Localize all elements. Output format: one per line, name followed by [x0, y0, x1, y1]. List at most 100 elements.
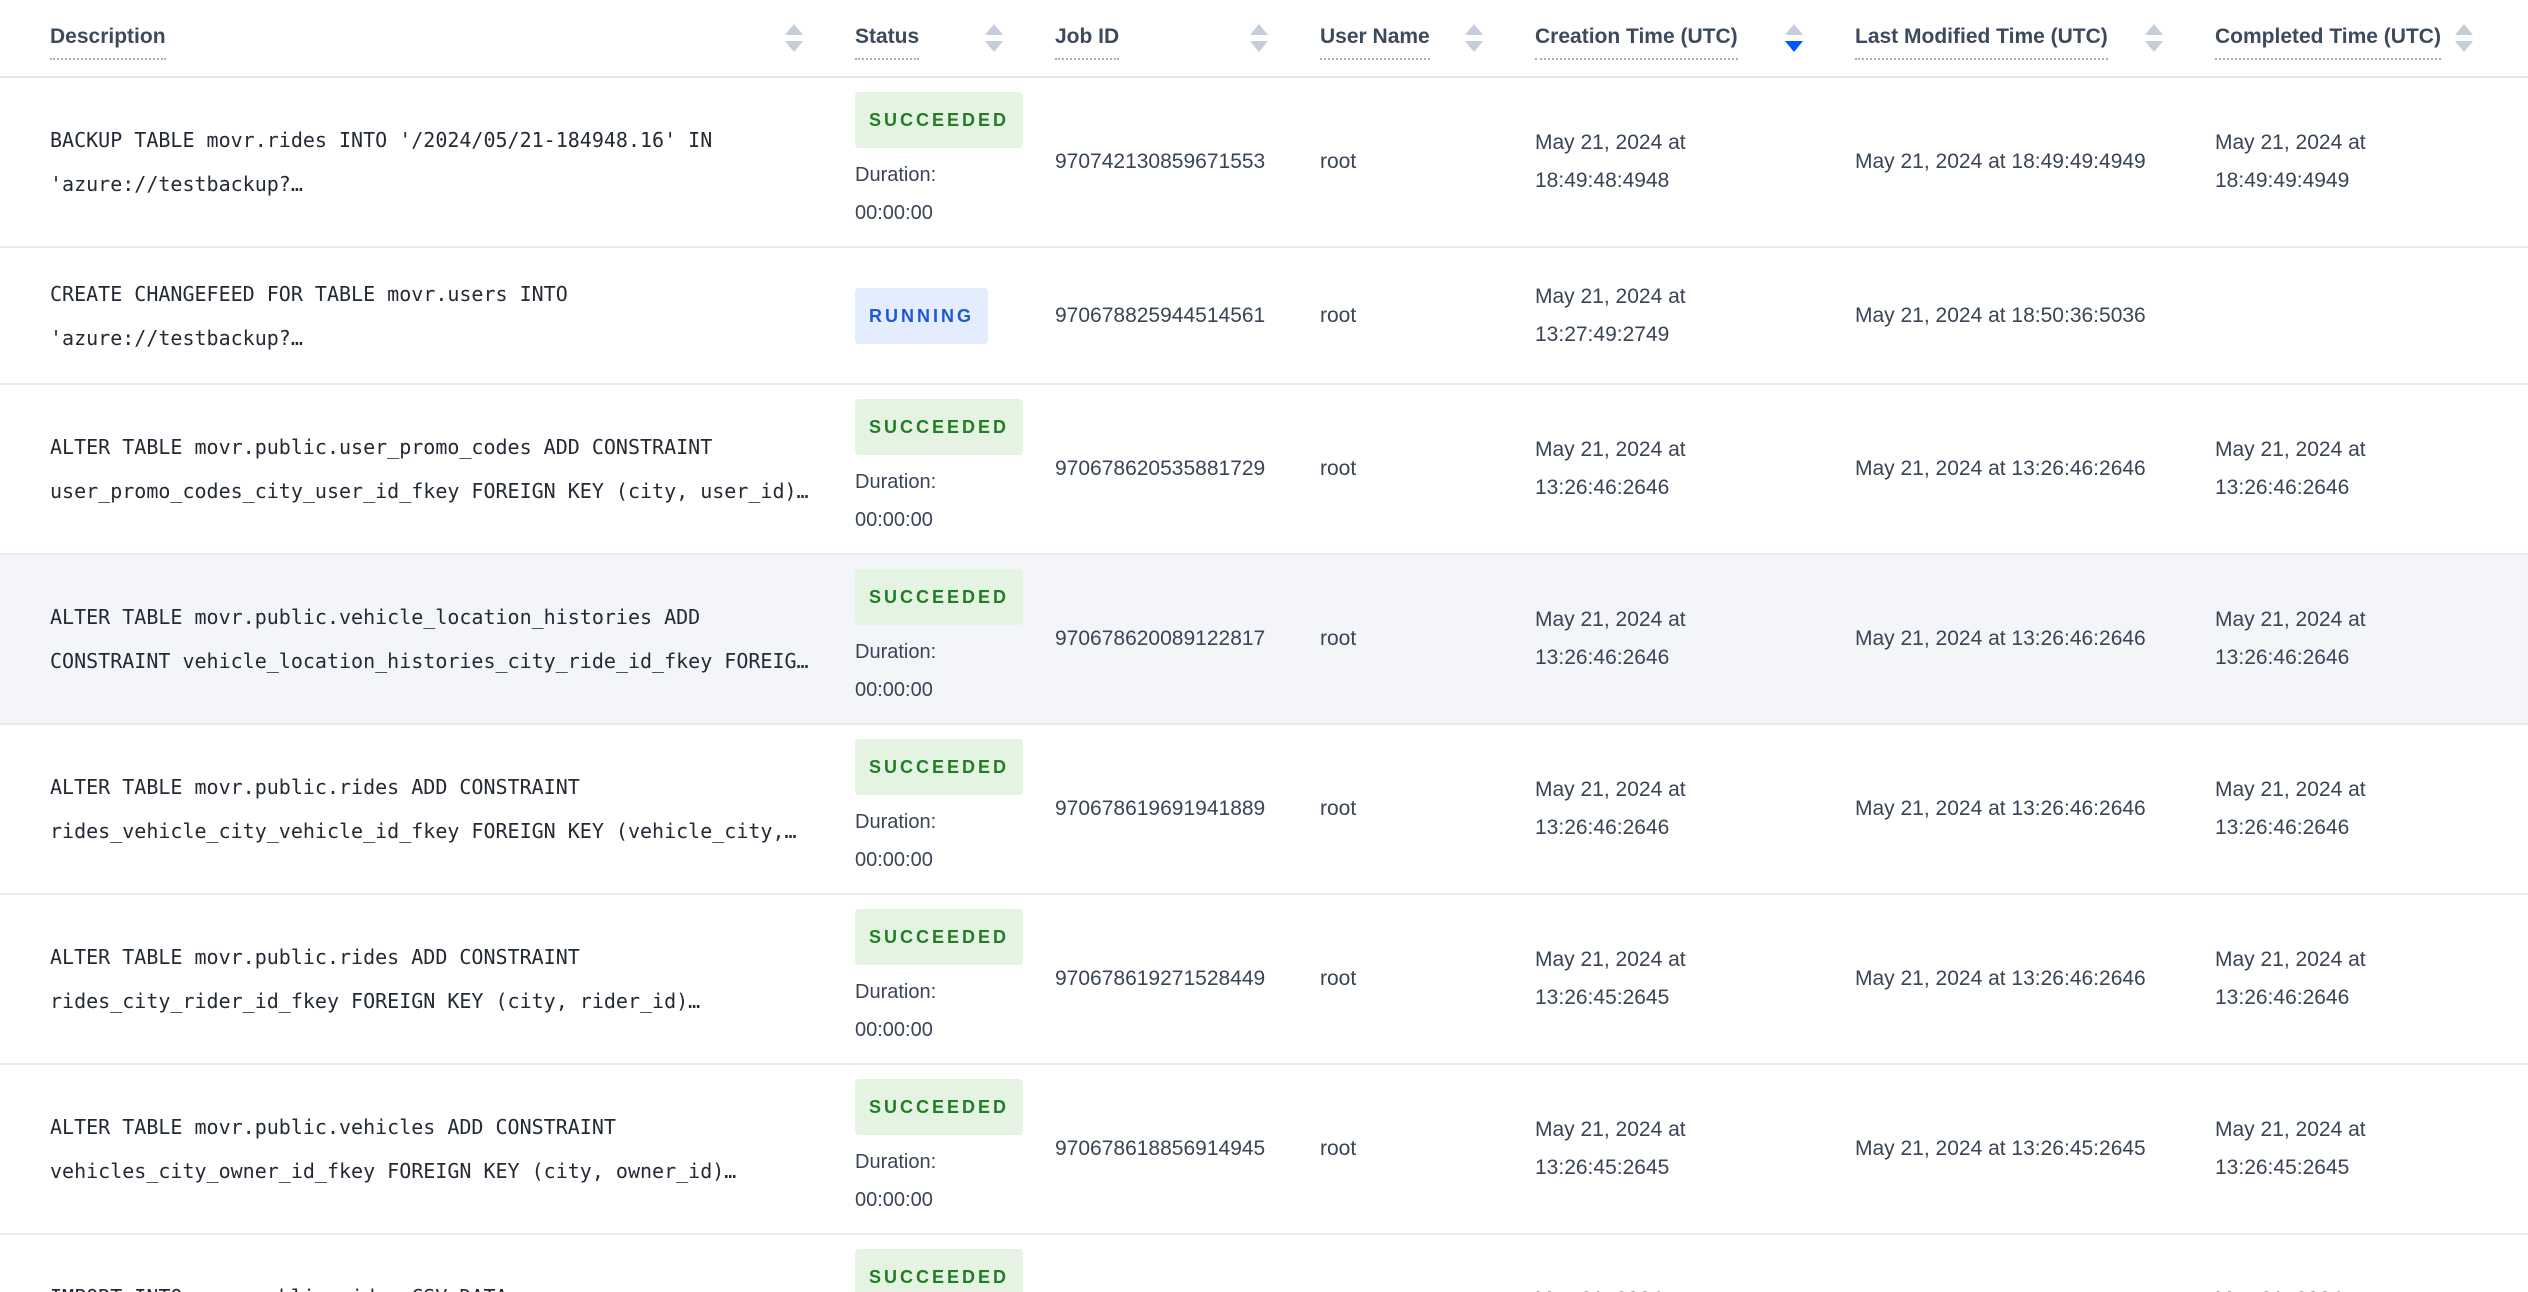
- last-modified-time: May 21, 2024 at 18:49:49:4949: [1855, 150, 2146, 173]
- job-id: 970678620089122817: [1055, 627, 1266, 650]
- duration: Duration: 00:00:00: [855, 633, 936, 709]
- job-description-line: ALTER TABLE movr.public.rides ADD CONSTR…: [50, 945, 580, 969]
- job-id: 970678619271528449: [1055, 967, 1266, 990]
- last-modified-time: May 21, 2024 at 13:26:46:2646: [1855, 627, 2146, 650]
- table-row[interactable]: CREATE CHANGEFEED FOR TABLE movr.users I…: [0, 246, 2528, 383]
- job-description-line: 'azure://testbackup?…: [50, 325, 303, 350]
- completed-time: May 21, 2024 at 13:26:46:2646: [2215, 438, 2366, 499]
- status-badge: RUNNING: [855, 287, 988, 344]
- table-row[interactable]: ALTER TABLE movr.public.rides ADD CONSTR…: [0, 893, 2528, 1063]
- last-modified-time: May 21, 2024 at 13:26:46:2646: [1855, 457, 2146, 480]
- creation-time: May 21, 2024 at 13:26:45:2645: [1535, 948, 1686, 1009]
- duration-value: 00:00:00: [855, 679, 933, 701]
- job-status-cell: SUCCEEDED Duration: 00:00:00: [855, 909, 1055, 1049]
- duration-value: 00:00:00: [855, 849, 933, 871]
- status-badge: SUCCEEDED: [855, 1079, 1024, 1135]
- user-name: root: [1320, 150, 1357, 173]
- table-row[interactable]: ALTER TABLE movr.public.user_promo_codes…: [0, 383, 2528, 553]
- duration: Duration: 00:00:00: [855, 1143, 936, 1219]
- job-id: 970678825944514561: [1055, 303, 1266, 327]
- table-row[interactable]: IMPORT INTO movr.public.rides CSV DATA('…: [0, 1233, 2528, 1292]
- column-header-label: Creation Time (UTC): [1535, 25, 1738, 60]
- status-badge: SUCCEEDED: [855, 1249, 1024, 1292]
- sort-icon[interactable]: [983, 22, 1005, 54]
- last-modified-time: May 21, 2024 at 13:26:46:2646: [1855, 797, 2146, 820]
- user-name: root: [1320, 797, 1357, 820]
- job-description-line: rides_city_rider_id_fkey FOREIGN KEY (ci…: [50, 989, 701, 1013]
- job-description[interactable]: CREATE CHANGEFEED FOR TABLE movr.users I…: [50, 272, 855, 360]
- duration-label: Duration:: [855, 1151, 937, 1173]
- column-header-last-modified-time[interactable]: Last Modified Time (UTC): [1855, 16, 2215, 60]
- job-description[interactable]: IMPORT INTO movr.public.rides CSV DATA('…: [50, 1275, 855, 1292]
- column-header-status[interactable]: Status: [855, 16, 1055, 60]
- duration-value: 00:00:00: [855, 1189, 933, 1211]
- duration: Duration: 00:00:00: [855, 973, 936, 1049]
- status-badge: SUCCEEDED: [855, 399, 1024, 455]
- job-description-line: CREATE CHANGEFEED FOR TABLE movr.users I…: [50, 281, 568, 306]
- job-description-line: CONSTRAINT vehicle_location_histories_ci…: [50, 649, 809, 673]
- job-description-line: ALTER TABLE movr.public.vehicle_location…: [50, 605, 701, 629]
- creation-time: May 21, 2024 at 18:49:48:4948: [1535, 131, 1686, 192]
- status-badge: SUCCEEDED: [855, 569, 1024, 625]
- column-header-completed-time[interactable]: Completed Time (UTC): [2215, 16, 2525, 60]
- job-description[interactable]: ALTER TABLE movr.public.user_promo_codes…: [50, 425, 855, 513]
- duration-label: Duration:: [855, 641, 937, 663]
- table-row[interactable]: BACKUP TABLE movr.rides INTO '/2024/05/2…: [0, 78, 2528, 246]
- last-modified-time: May 21, 2024 at 18:50:36:5036: [1855, 303, 2146, 327]
- column-header-user-name[interactable]: User Name: [1320, 16, 1535, 60]
- duration-label: Duration:: [855, 981, 937, 1003]
- job-description[interactable]: BACKUP TABLE movr.rides INTO '/2024/05/2…: [50, 118, 855, 206]
- user-name: root: [1320, 303, 1357, 327]
- job-description[interactable]: ALTER TABLE movr.public.vehicles ADD CON…: [50, 1105, 855, 1193]
- column-header-label: Job ID: [1055, 25, 1120, 60]
- status-badge: SUCCEEDED: [855, 92, 1024, 148]
- column-header-job-id[interactable]: Job ID: [1055, 16, 1320, 60]
- user-name: root: [1320, 967, 1357, 990]
- job-status-cell: SUCCEEDED Duration: 00:00:00: [855, 399, 1055, 539]
- job-description-line: ALTER TABLE movr.public.user_promo_codes…: [50, 435, 713, 459]
- job-id: 970678620535881729: [1055, 457, 1266, 480]
- table-row[interactable]: ALTER TABLE movr.public.vehicles ADD CON…: [0, 1063, 2528, 1233]
- duration-value: 00:00:00: [855, 1019, 933, 1041]
- sort-icon[interactable]: [1248, 22, 1270, 54]
- job-description-line: IMPORT INTO movr.public.rides CSV DATA: [50, 1275, 835, 1292]
- column-header-label: Completed Time (UTC): [2215, 25, 2441, 60]
- sort-icon-active-desc[interactable]: [1783, 22, 1805, 54]
- creation-time: May 21, 2024 at 13:27:49:2749: [1535, 284, 1686, 346]
- column-header-description[interactable]: Description: [50, 16, 855, 60]
- job-description-line: vehicles_city_owner_id_fkey FOREIGN KEY …: [50, 1159, 737, 1183]
- table-row[interactable]: ALTER TABLE movr.public.rides ADD CONSTR…: [0, 723, 2528, 893]
- job-status-cell: SUCCEEDED Duration: 00:00:00: [855, 1079, 1055, 1219]
- sort-icon[interactable]: [2453, 22, 2475, 54]
- column-header-label: Last Modified Time (UTC): [1855, 25, 2108, 60]
- job-description-line: ALTER TABLE movr.public.rides ADD CONSTR…: [50, 775, 580, 799]
- completed-time: May 21, 2024 at 13:26:46:2646: [2215, 608, 2366, 669]
- creation-time: May 21, 2024 at 13:26:43:2643: [1535, 1281, 1855, 1292]
- job-status-cell: SUCCEEDED Duration: 00:00:00: [855, 569, 1055, 709]
- duration: Duration: 00:00:00: [855, 156, 936, 232]
- duration: Duration: 00:00:00: [855, 803, 936, 879]
- table-header-row: Description Status Job ID User Name: [0, 0, 2528, 78]
- job-description[interactable]: ALTER TABLE movr.public.rides ADD CONSTR…: [50, 935, 855, 1023]
- last-modified-time: May 21, 2024 at 13:26:45:2645: [1855, 1137, 2146, 1160]
- sort-icon[interactable]: [1463, 22, 1485, 54]
- job-status-cell: SUCCEEDED Duration: 00:00:00: [855, 1249, 1055, 1292]
- table-body: BACKUP TABLE movr.rides INTO '/2024/05/2…: [0, 78, 2528, 1292]
- user-name: root: [1320, 627, 1357, 650]
- job-description-line: rides_vehicle_city_vehicle_id_fkey FOREI…: [50, 819, 797, 843]
- job-status-cell: RUNNING: [855, 287, 1055, 344]
- creation-time: May 21, 2024 at 13:26:46:2646: [1535, 778, 1686, 839]
- user-name: root: [1320, 457, 1357, 480]
- sort-icon[interactable]: [2143, 22, 2165, 54]
- completed-time: May 21, 2024 at 18:49:49:4949: [2215, 131, 2366, 192]
- creation-time: May 21, 2024 at 13:26:46:2646: [1535, 608, 1686, 669]
- duration: Duration: 00:00:00: [855, 463, 936, 539]
- sort-icon[interactable]: [783, 22, 805, 54]
- job-description-line: BACKUP TABLE movr.rides INTO '/2024/05/2…: [50, 128, 713, 152]
- table-row[interactable]: ALTER TABLE movr.public.vehicle_location…: [0, 553, 2528, 723]
- job-description[interactable]: ALTER TABLE movr.public.rides ADD CONSTR…: [50, 765, 855, 853]
- job-description[interactable]: ALTER TABLE movr.public.vehicle_location…: [50, 595, 855, 683]
- creation-time: May 21, 2024 at 13:26:46:2646: [1535, 438, 1686, 499]
- column-header-creation-time[interactable]: Creation Time (UTC): [1535, 16, 1855, 60]
